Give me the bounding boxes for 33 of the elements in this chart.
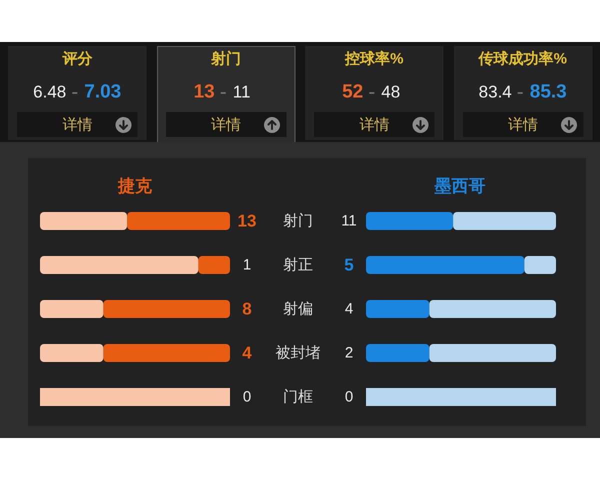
category-label: 评分	[61, 50, 94, 68]
y-tick-label: 射正	[283, 256, 313, 274]
series-label: 捷克	[117, 176, 153, 196]
data-label: 11	[232, 82, 250, 102]
y-tick-label: 被封堵	[276, 344, 320, 362]
category-label: 传球成功率%	[478, 50, 567, 68]
data-label: 83.4	[478, 82, 512, 102]
data-label: 5	[344, 256, 354, 274]
data-label: 13	[238, 212, 256, 230]
data-label: 7.03	[84, 82, 122, 102]
data-label: 0	[344, 388, 354, 406]
series-label: 墨西哥	[434, 176, 486, 196]
y-tick-label: 门框	[283, 388, 313, 406]
text: 详情	[210, 116, 241, 134]
text: 详情	[62, 116, 92, 134]
data-label: 4	[242, 344, 252, 362]
data-label: 52	[342, 82, 364, 102]
text: 详情	[359, 116, 390, 134]
data-label: 4	[344, 300, 354, 318]
text: 详情	[508, 116, 538, 134]
y-tick-label: 射门	[283, 212, 313, 230]
data-label: 85.3	[530, 82, 567, 102]
y-tick-label: 射偏	[283, 300, 313, 318]
category-label: 射门	[210, 50, 241, 68]
data-label: 48	[381, 82, 400, 102]
data-label: 6.48	[33, 82, 66, 102]
data-label: 8	[242, 300, 252, 318]
data-label: 11	[341, 212, 357, 230]
data-label: 1	[242, 256, 252, 274]
category-label: 控球率%	[344, 50, 404, 68]
data-label: 13	[194, 82, 215, 102]
data-label: 2	[344, 344, 354, 362]
data-label: 0	[242, 388, 252, 406]
